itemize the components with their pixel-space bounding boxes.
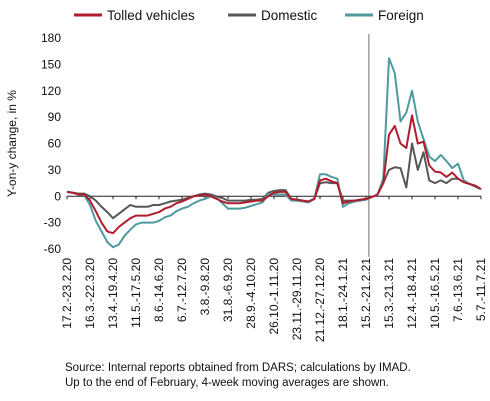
x-tick-label: 31.8.-6.9.20 bbox=[221, 258, 235, 322]
source-note: Source: Internal reports obtained from D… bbox=[65, 361, 485, 391]
x-tick-label: 15.2.-21.2.21 bbox=[359, 258, 373, 329]
y-tick-label: -30 bbox=[44, 216, 62, 230]
series-line-foreign bbox=[66, 57, 482, 249]
line-chart: Tolled vehicles Domestic Foreign -60 -30 0 30… bbox=[5, 8, 488, 342]
source-line-1: Source: Internal reports obtained from D… bbox=[65, 362, 411, 374]
legend-label: Foreign bbox=[378, 8, 424, 23]
series-line-domestic bbox=[66, 142, 482, 220]
y-axis-title: Y-on-y change, in % bbox=[5, 90, 19, 197]
y-tick-label: 150 bbox=[41, 57, 61, 71]
y-tick-label: 30 bbox=[48, 163, 62, 177]
y-axis-title-group: Y-on-y change, in % bbox=[5, 90, 19, 197]
x-tick-label: 5.7.-11.7.21 bbox=[474, 258, 488, 321]
x-tick-label: 8.6.-14.6.20 bbox=[152, 258, 166, 322]
y-tick-label: 0 bbox=[54, 189, 61, 203]
x-tick-label: 16.3.-22.3.20 bbox=[83, 258, 97, 329]
y-tick-label: 120 bbox=[41, 84, 61, 98]
x-tick-label: 18.1.-24.1.21 bbox=[336, 258, 350, 329]
axes: -60 -30 0 30 60 90 120 150 180 17.2.-23.2.20 16.3.… bbox=[41, 31, 488, 342]
legend: Tolled vehicles Domestic Foreign bbox=[74, 8, 424, 23]
y-tick-label: -60 bbox=[44, 242, 62, 256]
series-lines bbox=[66, 57, 482, 249]
x-tick-label: 21.12.-27.12.20 bbox=[313, 258, 327, 342]
series-line-tolled-vehicles bbox=[66, 114, 482, 235]
x-tick-label: 13.4.-19.4.20 bbox=[106, 258, 120, 329]
x-tick-label: 3.8.-9.8.20 bbox=[198, 258, 212, 316]
x-tick-label: 10.5.-16.5.21 bbox=[428, 258, 442, 329]
source-line-2: Up to the end of February, 4-week moving… bbox=[65, 377, 389, 389]
x-tick-label: 28.9.-4.10.20 bbox=[244, 258, 258, 329]
x-tick-label: 12.4.-18.4.21 bbox=[405, 258, 419, 329]
x-tick-label: 23.11.-29.11.20 bbox=[290, 258, 304, 341]
y-tick-label: 90 bbox=[48, 110, 62, 124]
x-tick-label: 7.6.-13.6.21 bbox=[451, 258, 465, 322]
x-tick-label: 11.5.-17.5.20 bbox=[129, 258, 143, 328]
y-tick-label: 60 bbox=[48, 137, 62, 151]
legend-label: Domestic bbox=[261, 8, 318, 23]
y-tick-label: 180 bbox=[41, 31, 61, 45]
x-tick-label: 26.10.-1.11.20 bbox=[267, 258, 281, 335]
x-tick-label: 15.3.-21.3.21 bbox=[382, 258, 396, 329]
legend-label: Tolled vehicles bbox=[107, 8, 195, 23]
x-tick-label: 17.2.-23.2.20 bbox=[60, 258, 74, 329]
x-tick-label: 6.7.-12.7.20 bbox=[175, 258, 189, 322]
